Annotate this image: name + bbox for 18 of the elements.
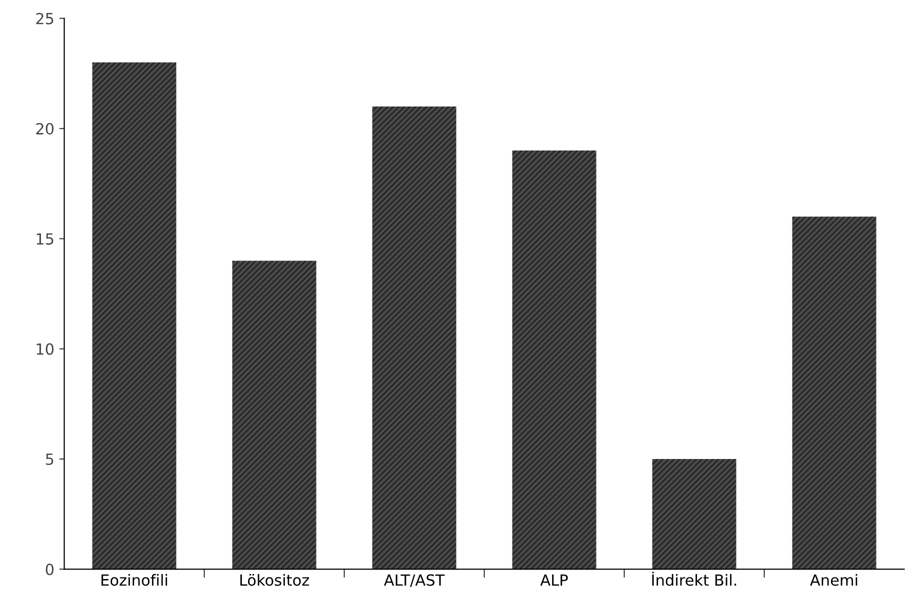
bar xyxy=(232,260,316,570)
x-tick-label: Anemi xyxy=(810,574,858,586)
x-tick-label: ALP xyxy=(540,574,568,586)
y-tick-label: 25 xyxy=(36,12,54,24)
y-tick-label: 20 xyxy=(36,122,54,135)
bar xyxy=(652,459,736,570)
bar xyxy=(792,216,876,570)
x-tick-label: ALT/AST xyxy=(384,574,445,588)
y-tick-label: 5 xyxy=(46,454,54,466)
bar xyxy=(372,106,456,570)
x-tick-label: İndirekt Bil. xyxy=(652,572,736,586)
x-tick-label: Lökositoz xyxy=(240,574,309,586)
y-tick-label: 0 xyxy=(46,564,54,576)
y-tick-label: 10 xyxy=(36,343,54,355)
bar xyxy=(512,150,596,570)
x-tick-label: Eozinofili xyxy=(102,574,168,586)
bar xyxy=(92,62,176,570)
y-tick-label: 15 xyxy=(36,233,54,245)
